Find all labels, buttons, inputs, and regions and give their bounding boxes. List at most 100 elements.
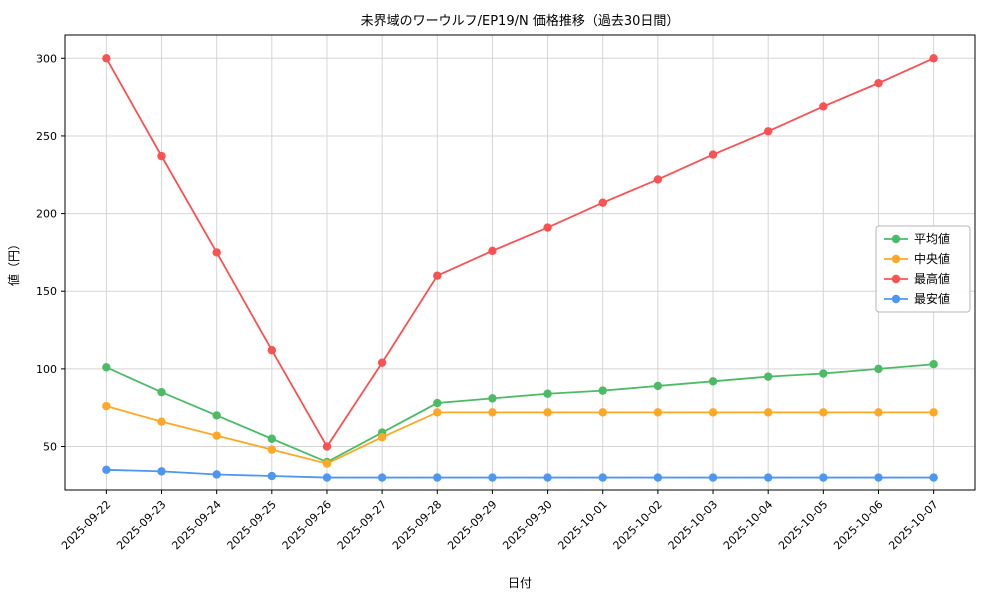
marker-average (543, 389, 552, 398)
marker-average (653, 381, 663, 391)
marker-highest (212, 248, 221, 257)
marker-median (763, 408, 773, 417)
marker-average (157, 387, 166, 397)
marker-highest (763, 127, 773, 136)
marker-lowest (543, 473, 552, 482)
x-tick-label: 2025-10-02 (611, 498, 665, 552)
y-tick-label: 150 (36, 285, 57, 298)
y-axis-label: 値（円） (6, 238, 21, 286)
x-tick-label: 2025-10-04 (721, 498, 775, 552)
x-tick-label: 2025-10-06 (831, 498, 885, 552)
marker-lowest (212, 470, 221, 479)
y-tick-label: 200 (36, 208, 57, 221)
marker-lowest (874, 473, 883, 482)
marker-lowest (708, 473, 718, 482)
legend-marker-median (891, 254, 901, 264)
legend-marker-average (891, 234, 901, 244)
y-tick-label: 250 (36, 130, 57, 143)
marker-highest (322, 442, 332, 451)
marker-average (874, 364, 883, 374)
chart-title: 未界域のワーウルフ/EP19/N 価格推移（過去30日間） (361, 13, 680, 29)
marker-highest (874, 78, 883, 88)
marker-lowest (929, 473, 938, 482)
y-tick-label: 50 (43, 441, 57, 454)
marker-highest (598, 198, 607, 207)
x-tick-label: 2025-09-30 (500, 498, 554, 552)
legend-item-lowest: 最安値 (884, 291, 950, 306)
series (102, 54, 938, 482)
marker-average (929, 360, 938, 369)
marker-highest (433, 271, 442, 280)
marker-average (212, 411, 221, 420)
marker-average (708, 377, 718, 386)
legend-label-median: 中央値 (914, 251, 950, 266)
series-lowest (102, 465, 938, 482)
x-tick-label: 2025-10-01 (555, 498, 609, 552)
marker-average (819, 369, 828, 378)
marker-median (212, 431, 221, 440)
marker-lowest (653, 473, 663, 482)
x-tick-label: 2025-09-23 (114, 498, 168, 552)
legend-marker-highest (891, 274, 901, 284)
marker-average (102, 363, 111, 372)
x-axis-label: 日付 (508, 576, 532, 590)
x-tick-label: 2025-10-05 (776, 498, 830, 552)
marker-median (819, 408, 828, 417)
marker-average (763, 372, 773, 381)
legend-item-average: 平均値 (884, 231, 950, 246)
series-average (102, 360, 938, 467)
x-tick-label: 2025-09-26 (280, 498, 334, 552)
legend-marker-lowest (891, 294, 901, 304)
marker-median (102, 401, 111, 411)
marker-highest (267, 346, 277, 355)
marker-average (433, 398, 442, 408)
x-tick-label: 2025-09-22 (59, 498, 113, 552)
legend-label-lowest: 最安値 (914, 291, 950, 306)
marker-average (488, 394, 497, 403)
series-lowest-line (106, 468, 934, 479)
marker-highest (708, 150, 718, 159)
marker-lowest (267, 471, 277, 481)
marker-highest (488, 246, 497, 256)
marker-lowest (322, 473, 332, 482)
x-tick-label: 2025-10-03 (666, 498, 720, 552)
series-highest (102, 54, 938, 451)
marker-lowest (102, 465, 111, 475)
marker-lowest (433, 473, 442, 482)
marker-highest (653, 175, 663, 184)
marker-lowest (157, 467, 166, 476)
legend-box (875, 225, 971, 313)
marker-median (598, 408, 607, 417)
marker-highest (929, 54, 938, 63)
marker-highest (157, 151, 166, 161)
marker-median (322, 459, 332, 468)
marker-lowest (488, 473, 497, 482)
marker-average (598, 386, 607, 395)
series-median-line (106, 405, 934, 465)
marker-median (267, 445, 277, 454)
marker-highest (377, 358, 387, 367)
series-average-line (105, 363, 934, 464)
marker-lowest (377, 473, 387, 482)
legend-label-average: 平均値 (914, 231, 950, 246)
x-tick-label: 2025-09-27 (335, 498, 389, 552)
legend-item-highest: 最高値 (884, 271, 950, 286)
marker-highest (543, 223, 552, 232)
marker-lowest (598, 473, 607, 482)
series-highest-line (105, 57, 935, 449)
legend-item-median: 中央値 (884, 251, 950, 266)
marker-highest (102, 54, 111, 63)
marker-median (874, 408, 883, 417)
marker-median (488, 408, 497, 417)
x-tick-label: 2025-09-24 (169, 498, 223, 552)
y-tick-label: 300 (36, 52, 57, 65)
x-tick-label: 2025-09-25 (225, 498, 279, 552)
marker-median (543, 408, 552, 417)
marker-lowest (763, 473, 773, 482)
marker-median (653, 408, 663, 417)
marker-median (157, 417, 166, 426)
x-tick-label: 2025-09-29 (445, 498, 499, 552)
